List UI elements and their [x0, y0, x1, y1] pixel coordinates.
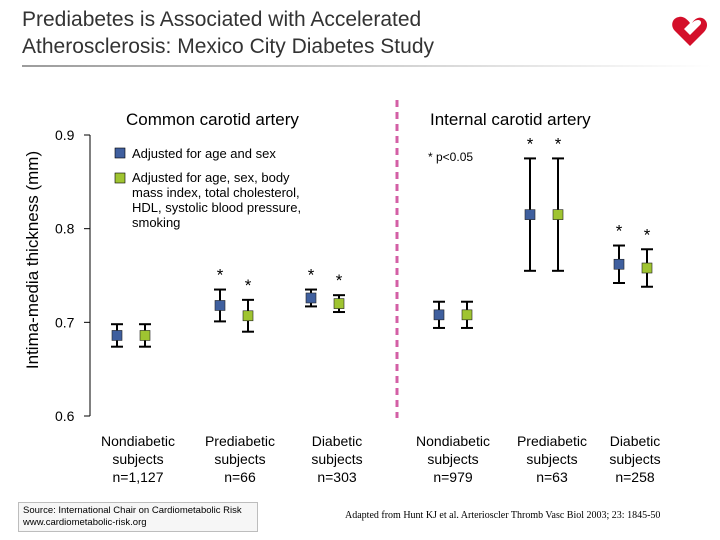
- legend-series2-line: Adjusted for age, sex, body: [132, 170, 290, 185]
- category-label: Diabetic subjects n=258: [609, 433, 661, 485]
- data-point: [333, 298, 345, 309]
- y-tick-label: 0.7: [55, 314, 75, 330]
- legend-series2-line: HDL, systolic blood pressure,: [132, 200, 302, 215]
- category-label: Prediabetic subjects n=63: [516, 433, 588, 485]
- source-box: Source: International Chair on Cardiomet…: [18, 502, 258, 532]
- heart-logo-icon: [672, 16, 708, 46]
- significance-star: *: [308, 266, 315, 285]
- category-label: Nondiabetic subjects n=979: [416, 433, 490, 485]
- significance-star: *: [555, 134, 562, 153]
- data-point: [242, 310, 254, 322]
- data-point: [111, 330, 123, 341]
- significance-star: *: [644, 225, 651, 244]
- significance-star: *: [217, 266, 224, 285]
- data-point: [214, 300, 226, 311]
- data-point: [461, 309, 473, 321]
- y-axis-label: Intima-media thickness (mm): [23, 151, 42, 369]
- source-url: www.cardiometabolic-risk.org: [23, 517, 147, 528]
- y-tick-label: 0.9: [55, 127, 75, 143]
- legend-label-series1: Adjusted for age and sex: [132, 146, 276, 161]
- slide-title: Prediabetes is Associated with Accelerat…: [22, 6, 642, 60]
- significance-star: *: [527, 134, 534, 153]
- significance-star: *: [245, 276, 252, 295]
- significance-star: *: [336, 271, 343, 290]
- panel-title-internal: Internal carotid artery: [430, 110, 591, 129]
- title-divider: [22, 65, 712, 67]
- y-tick-label: 0.6: [55, 408, 75, 424]
- legend-swatch-series2: [114, 172, 126, 184]
- data-point: [613, 258, 625, 270]
- y-tick-label: 0.8: [55, 221, 75, 237]
- legend-series2-line: mass index, total cholesterol,: [132, 185, 300, 200]
- category-label: Diabetic subjects n=303: [311, 433, 363, 485]
- legend-label-series2: Adjusted for age, sex, body mass index, …: [132, 170, 301, 230]
- category-label: Nondiabetic subjects n=1,127: [101, 433, 175, 485]
- title-line-2: Atherosclerosis: Mexico City Diabetes St…: [22, 35, 434, 58]
- source-line: Source: International Chair on Cardiomet…: [23, 505, 242, 516]
- title-line-1: Prediabetes is Associated with Accelerat…: [22, 8, 422, 31]
- data-point: [139, 330, 151, 341]
- data-point: [641, 262, 653, 274]
- category-label: Prediabetic subjects n=66: [204, 433, 276, 485]
- legend-swatch-series1: [114, 147, 126, 159]
- significance-star: *: [616, 222, 623, 241]
- data-point: [433, 309, 445, 321]
- data-point: [305, 292, 317, 304]
- data-point: [552, 209, 564, 220]
- panel-title-common: Common carotid artery: [126, 110, 299, 129]
- reference-citation: Adapted from Hunt KJ et al. Arterioscler…: [345, 510, 661, 521]
- significance-note: * p<0.05: [428, 150, 474, 164]
- legend-series2-line: smoking: [132, 215, 181, 230]
- data-point: [524, 209, 536, 220]
